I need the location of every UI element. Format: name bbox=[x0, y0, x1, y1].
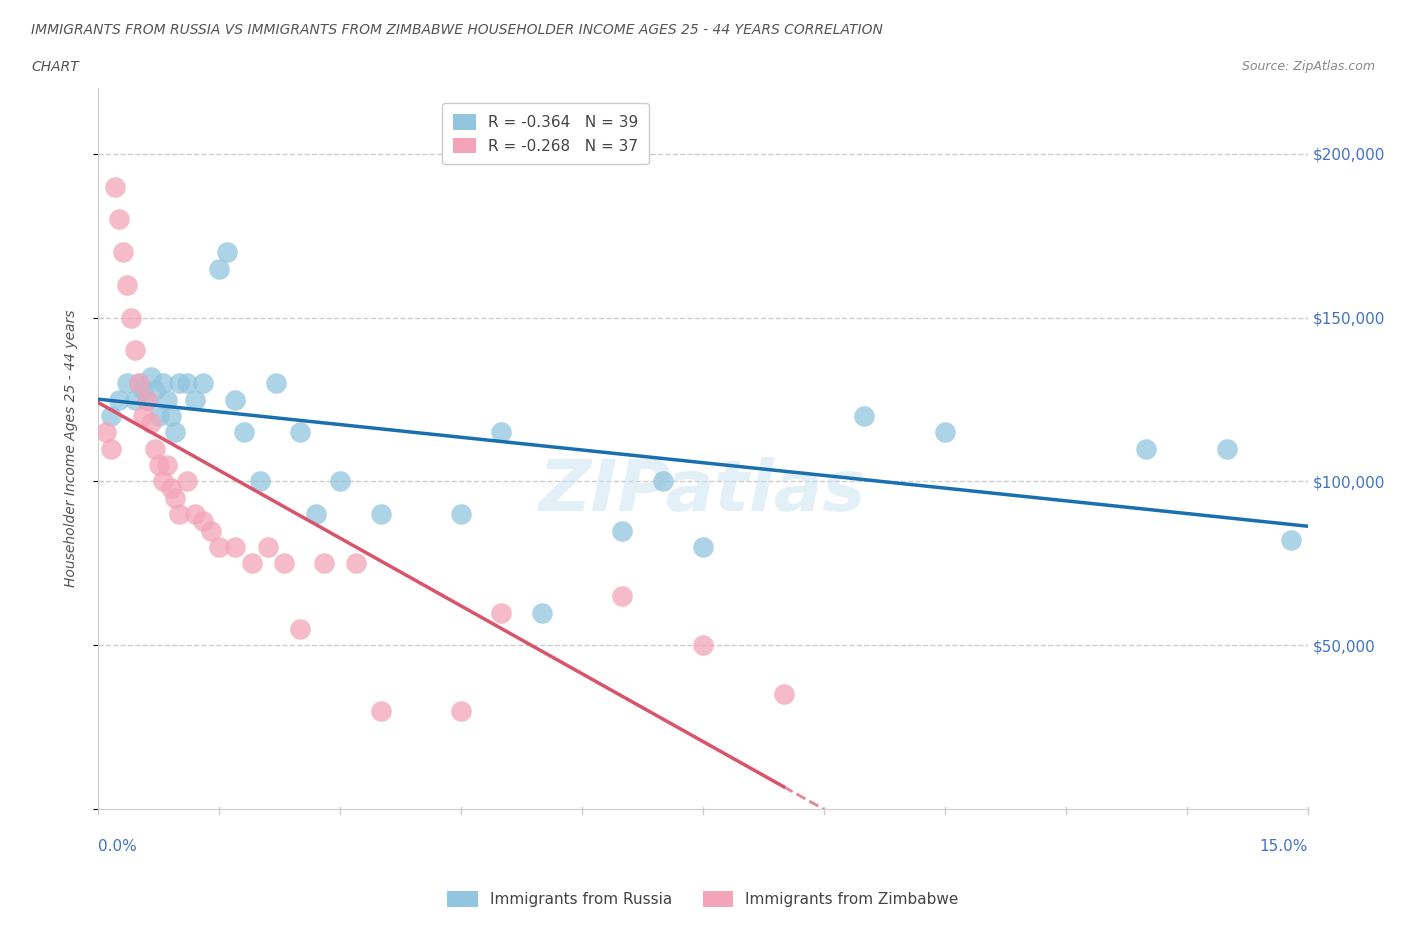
Point bbox=[132, 382, 155, 397]
Point bbox=[249, 474, 271, 489]
Point bbox=[107, 212, 129, 227]
Point bbox=[148, 408, 170, 423]
Point bbox=[152, 376, 174, 391]
Point bbox=[288, 425, 311, 440]
Point bbox=[450, 507, 472, 522]
Point bbox=[491, 605, 513, 620]
Point bbox=[273, 556, 295, 571]
Point bbox=[184, 392, 207, 407]
Point bbox=[167, 507, 190, 522]
Text: ZIPatlas: ZIPatlas bbox=[540, 458, 866, 526]
Point bbox=[612, 524, 634, 538]
Point bbox=[305, 507, 328, 522]
Point bbox=[124, 343, 146, 358]
Point bbox=[193, 376, 215, 391]
Point bbox=[156, 392, 179, 407]
Point bbox=[853, 408, 876, 423]
Point bbox=[124, 392, 146, 407]
Point bbox=[135, 392, 157, 407]
Point bbox=[491, 425, 513, 440]
Point bbox=[288, 621, 311, 636]
Point bbox=[1216, 442, 1239, 457]
Point bbox=[100, 442, 122, 457]
Point bbox=[139, 369, 162, 384]
Point bbox=[692, 539, 714, 554]
Point bbox=[1281, 533, 1303, 548]
Point bbox=[163, 490, 186, 505]
Point bbox=[143, 442, 166, 457]
Point bbox=[314, 556, 336, 571]
Point bbox=[176, 376, 198, 391]
Point bbox=[530, 605, 553, 620]
Y-axis label: Householder Income Ages 25 - 44 years: Householder Income Ages 25 - 44 years bbox=[63, 310, 77, 588]
Point bbox=[128, 376, 150, 391]
Point bbox=[208, 539, 231, 554]
Point bbox=[143, 382, 166, 397]
Text: Source: ZipAtlas.com: Source: ZipAtlas.com bbox=[1241, 60, 1375, 73]
Point bbox=[232, 425, 254, 440]
Point bbox=[193, 513, 215, 528]
Point bbox=[103, 179, 125, 194]
Point bbox=[163, 425, 186, 440]
Text: 0.0%: 0.0% bbox=[98, 839, 138, 854]
Text: IMMIGRANTS FROM RUSSIA VS IMMIGRANTS FROM ZIMBABWE HOUSEHOLDER INCOME AGES 25 - : IMMIGRANTS FROM RUSSIA VS IMMIGRANTS FRO… bbox=[31, 23, 883, 37]
Point bbox=[217, 245, 239, 259]
Point bbox=[132, 408, 155, 423]
Point bbox=[224, 539, 246, 554]
Point bbox=[107, 392, 129, 407]
Point bbox=[224, 392, 246, 407]
Point bbox=[344, 556, 367, 571]
Point bbox=[139, 415, 162, 430]
Point bbox=[450, 703, 472, 718]
Point bbox=[772, 687, 794, 702]
Point bbox=[156, 458, 179, 472]
Point bbox=[651, 474, 673, 489]
Point bbox=[1135, 442, 1157, 457]
Legend: Immigrants from Russia, Immigrants from Zimbabwe: Immigrants from Russia, Immigrants from … bbox=[441, 884, 965, 913]
Point bbox=[120, 311, 142, 325]
Point bbox=[128, 376, 150, 391]
Point bbox=[135, 392, 157, 407]
Text: CHART: CHART bbox=[31, 60, 79, 74]
Point bbox=[329, 474, 352, 489]
Point bbox=[200, 524, 222, 538]
Point bbox=[240, 556, 263, 571]
Point bbox=[115, 277, 138, 292]
Point bbox=[612, 589, 634, 604]
Point bbox=[111, 245, 134, 259]
Point bbox=[176, 474, 198, 489]
Point bbox=[264, 376, 287, 391]
Point bbox=[160, 408, 183, 423]
Legend: R = -0.364   N = 39, R = -0.268   N = 37: R = -0.364 N = 39, R = -0.268 N = 37 bbox=[443, 103, 650, 165]
Point bbox=[100, 408, 122, 423]
Point bbox=[148, 458, 170, 472]
Text: 15.0%: 15.0% bbox=[1260, 839, 1308, 854]
Point bbox=[167, 376, 190, 391]
Point bbox=[256, 539, 278, 554]
Point bbox=[934, 425, 956, 440]
Point bbox=[692, 638, 714, 653]
Point bbox=[96, 425, 118, 440]
Point bbox=[115, 376, 138, 391]
Point bbox=[160, 481, 183, 496]
Point bbox=[370, 507, 392, 522]
Point bbox=[184, 507, 207, 522]
Point bbox=[370, 703, 392, 718]
Point bbox=[208, 261, 231, 276]
Point bbox=[152, 474, 174, 489]
